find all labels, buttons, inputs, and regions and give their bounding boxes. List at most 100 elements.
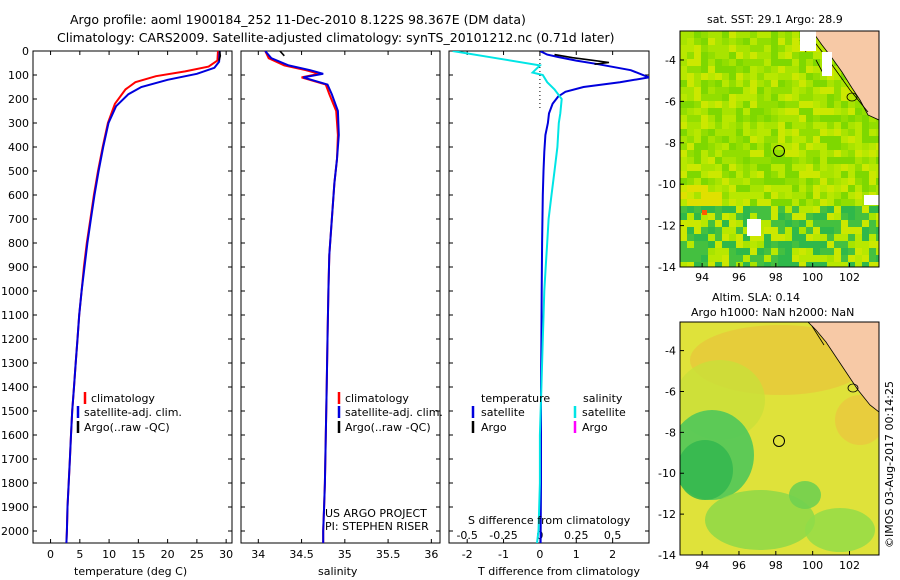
sst-cell xyxy=(722,206,729,213)
sst-cell xyxy=(729,80,736,87)
sst-cell xyxy=(701,150,708,157)
lat-tick-label: -12 xyxy=(658,220,676,233)
sst-cell xyxy=(750,31,757,38)
sst-cell xyxy=(778,220,785,227)
sst-cell xyxy=(743,45,750,52)
sst-cell xyxy=(785,87,792,94)
sst-cell xyxy=(757,45,764,52)
sst-cell xyxy=(743,234,750,241)
sst-cell xyxy=(771,59,778,66)
sst-cell xyxy=(680,115,687,122)
sst-cell xyxy=(757,66,764,73)
sst-cell xyxy=(715,192,722,199)
sst-cell xyxy=(757,185,764,192)
x-tick-label: -1 xyxy=(498,548,509,561)
sst-cell xyxy=(750,73,757,80)
sst-cell xyxy=(799,192,806,199)
sst-cell xyxy=(869,234,876,241)
x-tick-label: 0 xyxy=(536,548,543,561)
sst-cell xyxy=(778,59,785,66)
sst-cell xyxy=(862,122,869,129)
sst-cell xyxy=(862,129,869,136)
sst-cell xyxy=(764,66,771,73)
x-tick-label: 10 xyxy=(102,548,116,561)
sst-cell xyxy=(841,248,848,255)
depth-tick-label: 900 xyxy=(8,261,29,274)
sst-cell xyxy=(708,38,715,45)
difference-plot: -2 -1 0 1 2-0.5 -0.25 0 0.25 0.5 xyxy=(449,50,649,561)
sst-cell xyxy=(694,206,701,213)
sst-cell xyxy=(785,185,792,192)
sst-cell xyxy=(778,206,785,213)
difference-plot-frame xyxy=(448,50,650,544)
sla-map-axes: 94 96 98 100 102 -4 -6 -8 -10 -12 -14 xyxy=(658,345,860,572)
sst-cell xyxy=(799,143,806,150)
sst-cell xyxy=(848,122,855,129)
sst-cell xyxy=(876,220,879,227)
sst-cell xyxy=(778,241,785,248)
sst-cell xyxy=(764,185,771,192)
sst-cell xyxy=(869,213,876,220)
sst-cell xyxy=(778,115,785,122)
sst-cell xyxy=(736,255,743,262)
sst-cell xyxy=(743,262,750,267)
s-tick-label: -0.25 xyxy=(489,529,517,542)
sst-cell xyxy=(806,115,813,122)
sst-cell xyxy=(715,87,722,94)
sst-cell xyxy=(722,234,729,241)
legend-t-satellite: satellite xyxy=(481,406,525,419)
sst-cell xyxy=(820,87,827,94)
sst-cell xyxy=(729,59,736,66)
sst-cell xyxy=(869,122,876,129)
sst-cell xyxy=(743,101,750,108)
sst-cell xyxy=(757,255,764,262)
salinity-plot: 34 34.5 35 35.5 36 xyxy=(241,50,440,561)
sst-cell xyxy=(792,227,799,234)
sst-cell xyxy=(827,94,834,101)
sst-cell xyxy=(743,171,750,178)
sst-cell xyxy=(792,262,799,267)
sst-cell xyxy=(750,234,757,241)
sst-cell xyxy=(792,185,799,192)
sst-cell xyxy=(764,108,771,115)
s-difference-xlabel: S difference from climatology xyxy=(468,514,631,527)
sst-cell xyxy=(792,178,799,185)
sst-cell xyxy=(680,59,687,66)
sst-cell xyxy=(743,87,750,94)
sst-cell xyxy=(806,157,813,164)
sst-cell xyxy=(820,199,827,206)
sst-cell xyxy=(687,185,694,192)
sst-cell xyxy=(701,248,708,255)
sst-cell xyxy=(855,136,862,143)
sst-cell xyxy=(820,129,827,136)
sst-cell xyxy=(729,122,736,129)
sst-cell xyxy=(785,66,792,73)
sst-cell xyxy=(848,143,855,150)
x-tick-label: 20 xyxy=(161,548,175,561)
sst-cell xyxy=(701,136,708,143)
sst-cell xyxy=(820,248,827,255)
sst-cell xyxy=(743,157,750,164)
sst-cell xyxy=(771,38,778,45)
sst-cell xyxy=(799,108,806,115)
sst-cell xyxy=(687,101,694,108)
s-tick-label: -0.5 xyxy=(456,529,477,542)
sst-cell xyxy=(848,227,855,234)
sst-cell xyxy=(680,227,687,234)
sst-cell xyxy=(855,206,862,213)
sst-cell xyxy=(841,171,848,178)
sst-cell xyxy=(841,87,848,94)
sst-cell xyxy=(869,241,876,248)
sst-cell xyxy=(834,227,841,234)
sst-cell xyxy=(799,199,806,206)
depth-tick-label: 1600 xyxy=(1,429,29,442)
sst-cell xyxy=(715,31,722,38)
sst-cell xyxy=(736,45,743,52)
sla-map-title-1: Altim. SLA: 0.14 xyxy=(712,291,800,304)
sst-cell xyxy=(750,192,757,199)
sst-cell xyxy=(736,185,743,192)
sst-cell xyxy=(757,150,764,157)
lon-tick-label: 102 xyxy=(839,271,860,284)
sst-cell xyxy=(841,213,848,220)
